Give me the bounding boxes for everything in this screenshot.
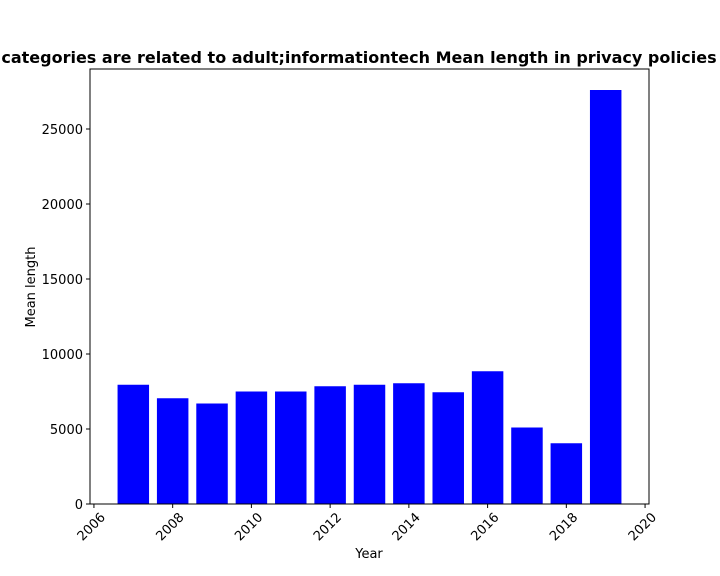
y-tick-label: 5000: [50, 423, 83, 438]
bar-2009: [196, 403, 228, 504]
bar-2008: [156, 398, 189, 504]
x-tick-label: 2016: [468, 510, 502, 544]
bar-2017: [511, 427, 543, 504]
bar-2011: [275, 391, 307, 504]
y-tick-label: 20000: [42, 198, 83, 213]
y-axis-label: Mean length: [24, 247, 39, 328]
bar-2007: [117, 384, 150, 504]
bar-2012: [314, 386, 346, 504]
bar-2010: [235, 391, 268, 504]
bars-group: [117, 90, 622, 504]
x-tick-label: 2008: [153, 510, 187, 544]
x-tick-label: 2018: [547, 510, 581, 544]
y-tick-label: 25000: [42, 123, 83, 138]
bar-2019: [589, 90, 622, 504]
y-tick-label: 15000: [42, 273, 83, 288]
y-tick-label: 10000: [42, 348, 83, 363]
x-tick-label: 2006: [75, 510, 109, 544]
bar-2013: [353, 384, 386, 504]
bar-2016: [471, 371, 504, 504]
x-axis-ticks: 2006 2008 2010 2012 2014 2016 2018 2020: [75, 504, 660, 544]
x-tick-label: 2010: [232, 510, 266, 544]
x-tick-label: 2014: [390, 510, 424, 544]
y-tick-label: 0: [75, 498, 83, 513]
chart-title: categories are related to adult;informat…: [1, 48, 716, 67]
y-axis-ticks: 0 5000 10000 15000 20000 25000: [42, 123, 90, 513]
x-axis-label: Year: [354, 547, 383, 562]
bar-2015: [432, 392, 464, 504]
x-tick-label: 2012: [311, 510, 345, 544]
x-tick-label: 2020: [626, 510, 660, 544]
bar-2014: [393, 383, 425, 504]
bar-2018: [550, 443, 583, 504]
plot-frame: [89, 68, 650, 505]
